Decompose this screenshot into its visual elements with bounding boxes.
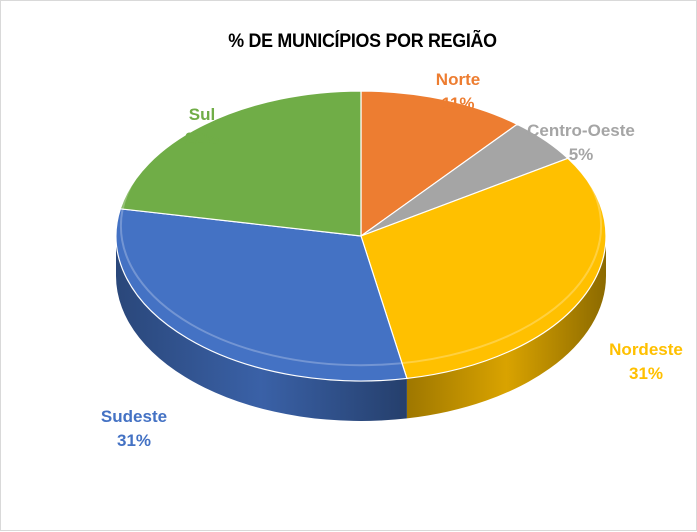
pie-slice-nordeste [360, 157, 607, 380]
pie-slice-norte [360, 90, 519, 238]
pie-slice-sudeste [115, 208, 408, 382]
pie-side-sudeste [116, 236, 407, 422]
pie-top-faces [115, 90, 607, 382]
label-name-norte: Norte [436, 70, 480, 89]
pie-slice-sul [119, 90, 362, 237]
label-name-nordeste: Nordeste [609, 340, 683, 359]
label-pct-sul: 22% [185, 129, 219, 148]
label-pct-sudeste: 31% [117, 431, 151, 450]
label-name-sul: Sul [189, 105, 215, 124]
label-pct-centro-oeste: 5% [569, 145, 594, 164]
label-pct-nordeste: 31% [629, 364, 663, 383]
pie-rim-highlight [119, 85, 603, 367]
pie-side-nordeste [406, 236, 606, 419]
label-name-centro-oeste: Centro-Oeste [527, 121, 635, 140]
label-name-sudeste: Sudeste [101, 407, 167, 426]
chart-title: % DE MUNICÍPIOS POR REGIÃO [228, 31, 497, 52]
label-pct-norte: 11% [441, 94, 474, 113]
pie-side-walls [116, 236, 606, 422]
